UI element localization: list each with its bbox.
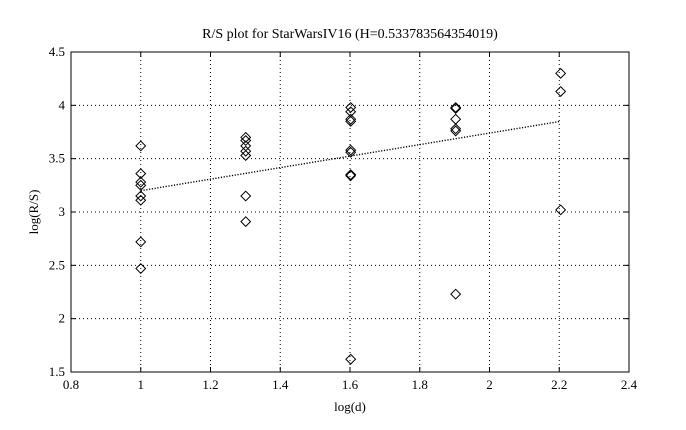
data-point	[135, 140, 147, 152]
y-tick-label: 1.5	[49, 364, 65, 379]
data-point	[345, 101, 357, 113]
data-point	[345, 144, 357, 156]
grid-lines	[71, 52, 629, 372]
data-point	[135, 168, 147, 180]
data-point	[450, 125, 462, 137]
data-point	[450, 113, 462, 125]
data-point	[555, 204, 567, 216]
data-point	[240, 131, 252, 143]
y-tick-labels: 1.5 2 2.5 3 3.5 4 4.5	[49, 44, 66, 379]
fit-line-group	[140, 120, 561, 192]
y-tick-label: 3.5	[49, 151, 65, 166]
data-point	[345, 169, 357, 181]
data-point	[450, 103, 462, 115]
data-points	[135, 67, 567, 365]
x-tick-label: 2.4	[621, 377, 638, 392]
x-axis-label: log(d)	[334, 399, 366, 414]
data-point	[345, 353, 357, 365]
data-point	[135, 176, 147, 188]
data-point	[345, 113, 357, 125]
x-tick-label: 2	[486, 377, 493, 392]
data-point	[240, 190, 252, 202]
axis-ticks	[70, 51, 630, 373]
data-point	[135, 263, 147, 275]
data-point	[345, 146, 357, 158]
x-tick-label: 1	[138, 377, 145, 392]
data-point	[450, 101, 462, 113]
data-point	[345, 115, 357, 127]
data-point	[135, 194, 147, 206]
data-point	[240, 216, 252, 228]
data-point	[450, 288, 462, 300]
data-point	[240, 149, 252, 161]
data-point	[345, 170, 357, 182]
y-tick-label: 2.5	[49, 257, 65, 272]
x-tick-label: 1.2	[202, 377, 218, 392]
data-point	[135, 190, 147, 202]
x-tick-label: 1.8	[412, 377, 428, 392]
fit-line	[140, 120, 561, 192]
chart-title: R/S plot for StarWarsIV16 (H=0.533783564…	[202, 27, 498, 42]
data-point	[555, 85, 567, 97]
data-point	[555, 67, 567, 79]
y-tick-label: 4	[59, 97, 66, 112]
x-tick-label: 0.8	[63, 377, 79, 392]
data-point	[135, 236, 147, 248]
data-point	[240, 135, 252, 147]
data-point	[240, 145, 252, 157]
x-tick-labels: 0.8 1 1.2 1.4 1.6 1.8 2 2.2 2.4	[63, 377, 638, 392]
y-tick-label: 3	[59, 204, 66, 219]
data-point	[450, 123, 462, 135]
data-point	[135, 179, 147, 191]
x-tick-label: 1.4	[272, 377, 289, 392]
y-axis-label: log(R/S)	[26, 190, 41, 235]
y-tick-label: 2	[59, 311, 66, 326]
y-tick-label: 4.5	[49, 44, 65, 59]
x-tick-label: 1.6	[342, 377, 359, 392]
x-tick-label: 2.2	[551, 377, 567, 392]
